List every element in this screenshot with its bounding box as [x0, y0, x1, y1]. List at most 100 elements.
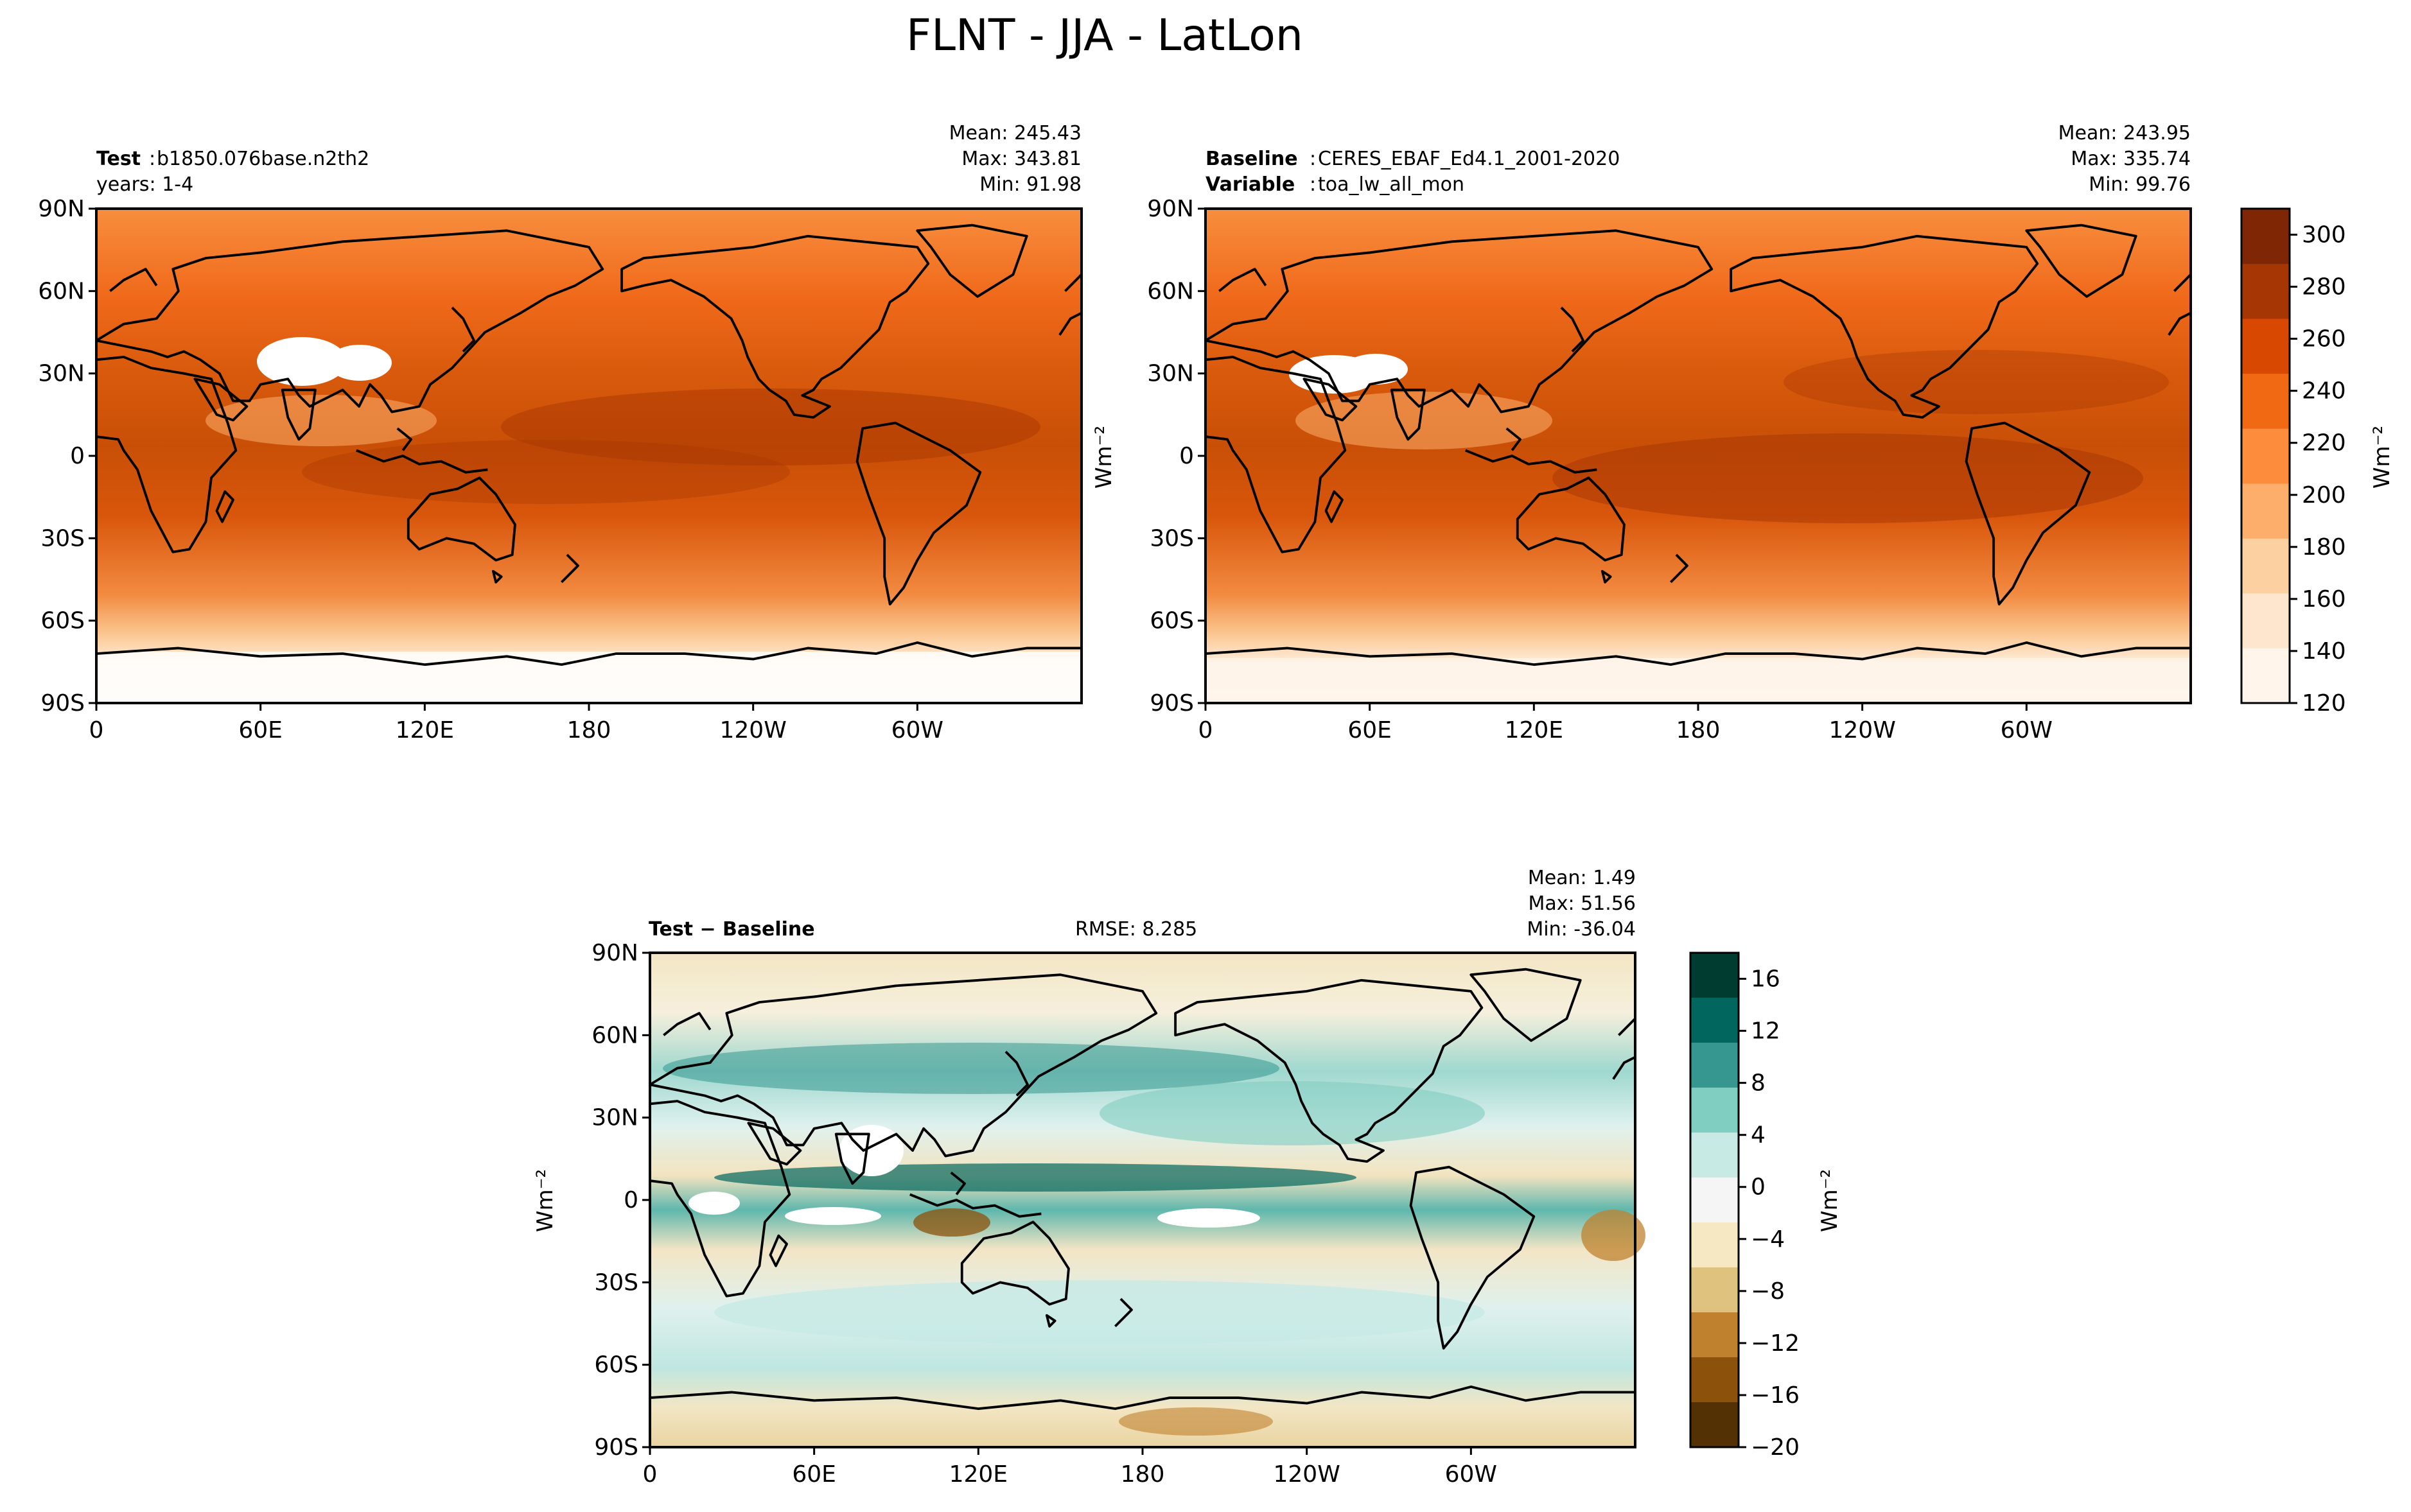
- main-colorbar-tick-label: 200: [2302, 482, 2346, 508]
- diff-colorbar-tick-label: 16: [1751, 966, 1780, 993]
- baseline-lat-tick-label: 60N: [1147, 278, 1194, 304]
- diff-lat-tick-label: 60N: [592, 1022, 638, 1048]
- baseline-header-sep: :: [1310, 148, 1316, 170]
- diff-field-pos-band-pacific: [1100, 1081, 1485, 1145]
- main-colorbar-swatch: [2241, 373, 2290, 429]
- baseline-dataset: CERES_EBAF_Ed4.1_2001-2020: [1318, 148, 1620, 170]
- test-lat-tick-label: 60S: [40, 608, 85, 634]
- test-lat-axis: 90N 60N 30N 0 30S 60S 90S: [38, 196, 96, 717]
- diff-field-neg-antarctic: [1119, 1407, 1273, 1436]
- diff-colorbar-swatch: [1690, 1088, 1739, 1133]
- test-field-missing-tibet: [257, 337, 347, 386]
- diff-colorbar-swatch: [1690, 1222, 1739, 1268]
- diff-colorbar-swatch: [1690, 1312, 1739, 1358]
- diff-lon-tick-label: 180: [1121, 1461, 1165, 1488]
- diff-max: Max: 51.56: [1528, 892, 1636, 915]
- main-colorbar-frame: [2240, 207, 2291, 704]
- diff-colorbar-swatch: [1690, 1177, 1739, 1223]
- baseline-lat-tick-label: 90N: [1147, 196, 1194, 222]
- test-lon-tick-label: 60W: [891, 717, 943, 743]
- main-colorbar-tick-label: 140: [2302, 638, 2346, 665]
- baseline-field-missing-tibet-east: [1344, 354, 1408, 385]
- main-colorbar-tick-label: 240: [2302, 378, 2346, 404]
- baseline-lat-tick-label: 90S: [1150, 690, 1194, 717]
- diff-min: Min: -36.04: [1527, 918, 1636, 941]
- baseline-max: Max: 335.74: [2071, 148, 2191, 170]
- test-years: years: 1-4: [96, 173, 193, 196]
- diff-lon-tick-label: 60E: [792, 1461, 836, 1488]
- baseline-map: [1204, 207, 2192, 704]
- baseline-field-antarctic-low: [1206, 658, 2191, 703]
- main-colorbar-swatch: [2241, 593, 2290, 648]
- baseline-lat-tick-label: 0: [1179, 443, 1194, 469]
- diff-colorbar-tick-label: −16: [1751, 1382, 1800, 1409]
- test-map-field: [96, 209, 1082, 703]
- diff-field-missing-africa: [688, 1192, 740, 1215]
- diff-field-pos-band-north: [663, 1043, 1279, 1094]
- test-map: [95, 207, 1083, 704]
- main-colorbar-swatch: [2241, 648, 2290, 704]
- main-colorbar-swatch: [2241, 538, 2290, 594]
- test-lon-tick-label: 120E: [396, 717, 454, 743]
- baseline-mean: Mean: 243.95: [2058, 122, 2191, 144]
- main-colorbar-tick-label: 160: [2302, 586, 2346, 613]
- diff-colorbar-tick-label: −4: [1751, 1226, 1785, 1253]
- baseline-lon-axis: 0 60E 120E 180 120W 60W: [1198, 703, 2053, 743]
- diff-panel: Test − Baseline RMSE: 8.285 Mean: 1.49 M…: [532, 867, 1645, 1488]
- diff-lat-tick-label: 60S: [594, 1352, 638, 1378]
- diff-map-field: [650, 953, 1635, 1447]
- test-max: Max: 343.81: [961, 148, 1082, 170]
- baseline-lat-tick-label: 60S: [1150, 608, 1194, 634]
- test-lon-tick-label: 180: [567, 717, 611, 743]
- diff-colorbar-swatch: [1690, 953, 1739, 998]
- diff-lat-tick-label: 30S: [594, 1269, 638, 1296]
- main-colorbar-swatch: [2241, 318, 2290, 374]
- baseline-lon-tick-label: 60W: [2001, 717, 2053, 743]
- main-colorbar-tick-label: 300: [2302, 222, 2346, 248]
- diff-lon-tick-label: 60W: [1445, 1461, 1497, 1488]
- diff-field-pos-south: [714, 1280, 1485, 1344]
- test-mean: Mean: 245.43: [949, 122, 1082, 144]
- baseline-field-warm-band: [1552, 433, 2143, 523]
- main-colorbar-tick-label: 280: [2302, 274, 2346, 300]
- diff-field-neg-maritime: [913, 1208, 990, 1237]
- diff-header-label: Test − Baseline: [649, 918, 815, 941]
- main-colorbar-tick-label: 120: [2302, 690, 2346, 717]
- test-header-label: Test: [96, 148, 141, 170]
- diff-lat-tick-label: 30N: [592, 1105, 638, 1131]
- diff-rmse: RMSE: 8.285: [1075, 918, 1197, 941]
- baseline-lon-tick-label: 180: [1676, 717, 1721, 743]
- baseline-min: Min: 99.76: [2089, 173, 2191, 196]
- main-colorbar-label: Wm⁻²: [2369, 426, 2395, 489]
- baseline-field-itcz: [1295, 392, 1552, 449]
- diff-colorbar-tick-label: −12: [1751, 1330, 1800, 1357]
- diff-lon-tick-label: 120E: [949, 1461, 1008, 1488]
- diff-colorbar-label: Wm⁻²: [1817, 1169, 1843, 1232]
- main-colorbar-swatch: [2241, 263, 2290, 319]
- diff-lon-tick-label: 0: [643, 1461, 658, 1488]
- test-lat-tick-label: 60N: [38, 278, 85, 304]
- test-lat-tick-label: 90S: [40, 690, 85, 717]
- diff-lat-tick-label: 90N: [592, 940, 638, 966]
- diff-colorbar-tick-label: −20: [1751, 1434, 1800, 1461]
- main-colorbar: 120 140 160 180 200 220 240 260 280 300: [2240, 207, 2346, 717]
- diff-lon-tick-label: 120W: [1274, 1461, 1340, 1488]
- diff-colorbar-tick-label: 0: [1751, 1174, 1766, 1201]
- baseline-lat-axis: 90N 60N 30N 0 30S 60S 90S: [1147, 196, 1206, 717]
- baseline-lon-tick-label: 0: [1198, 717, 1213, 743]
- test-lat-tick-label: 90N: [38, 196, 85, 222]
- diff-field-neg-atlantic: [1581, 1210, 1645, 1261]
- diff-ylabel: Wm⁻²: [532, 1169, 558, 1232]
- test-min: Min: 91.98: [979, 173, 1082, 196]
- diff-lon-axis: 0 60E 120E 180 120W 60W: [643, 1447, 1497, 1488]
- baseline-field-warm-north: [1784, 350, 2169, 414]
- test-lon-axis: 0 60E 120E 180 120W 60W: [89, 703, 943, 743]
- test-lat-tick-label: 30S: [40, 525, 85, 552]
- baseline-lat-tick-label: 30S: [1150, 525, 1194, 552]
- baseline-lon-tick-label: 60E: [1347, 717, 1392, 743]
- test-lat-tick-label: 0: [70, 443, 85, 469]
- test-lat-tick-label: 30N: [38, 361, 85, 387]
- main-colorbar-swatch: [2241, 209, 2290, 265]
- main-colorbar-swatch: [2241, 483, 2290, 539]
